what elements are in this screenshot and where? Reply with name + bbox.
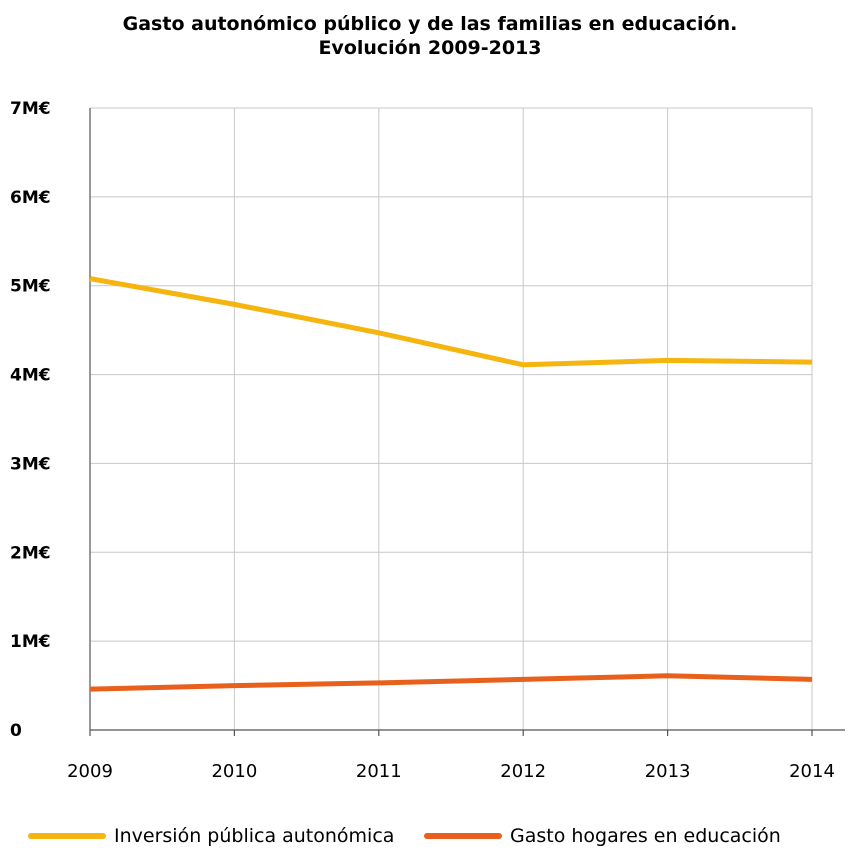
- x-axis-ticks: 2009 2010 2011 2012 2013 2014: [67, 761, 835, 782]
- legend: Inversión pública autonómica Gasto hogar…: [0, 822, 860, 850]
- y-tick-label: 1M€: [10, 632, 51, 652]
- chart-title: Gasto autonómico público y de las famili…: [0, 12, 860, 60]
- series-line-0: [89, 276, 813, 368]
- y-tick-label: 5M€: [10, 277, 51, 297]
- x-tick-label: 2009: [67, 761, 113, 782]
- x-tick-label: 2014: [789, 761, 835, 782]
- legend-item-gasto-hogares: Gasto hogares en educación: [424, 822, 781, 850]
- y-tick-label: 2M€: [10, 543, 51, 563]
- y-axis-ticks: 0 1M€ 2M€ 3M€ 4M€ 5M€ 6M€ 7M€: [10, 99, 51, 741]
- y-tick-label: 0: [10, 721, 22, 741]
- chart-subtitle: Evolución 2009-2013: [318, 37, 542, 59]
- axes: [89, 108, 845, 736]
- x-tick-label: 2013: [645, 761, 691, 782]
- chart-title-line1: Gasto autonómico público y de las famili…: [122, 13, 738, 35]
- x-tick-label: 2012: [500, 761, 546, 782]
- series-line-1: [89, 673, 813, 692]
- x-tick-label: 2010: [211, 761, 257, 782]
- y-tick-label: 7M€: [10, 99, 51, 119]
- legend-label-inversion: Inversión pública autonómica: [114, 825, 395, 847]
- y-tick-label: 4M€: [10, 366, 51, 386]
- series-lines: [89, 276, 813, 692]
- x-tick-label: 2011: [356, 761, 402, 782]
- legend-swatch-gasto-hogares: [424, 833, 502, 839]
- y-tick-label: 3M€: [10, 454, 51, 474]
- line-chart: 01M€2M€3M€4M€5M€6M€7M€ 2009 2010 2011 2012 2…: [10, 99, 845, 782]
- legend-swatch-inversion: [28, 833, 106, 839]
- legend-item-inversion: Inversión pública autonómica: [28, 822, 394, 850]
- y-tick-label: 6M€: [10, 188, 51, 208]
- legend-label-gasto-hogares: Gasto hogares en educación: [510, 825, 781, 847]
- grid-lines: [90, 107, 813, 730]
